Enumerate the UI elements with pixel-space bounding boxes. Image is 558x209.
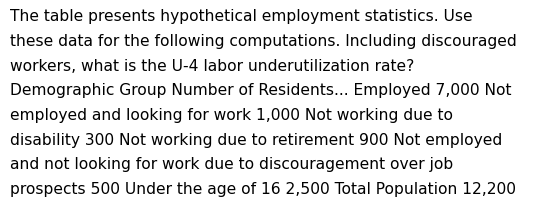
- Text: prospects 500 Under the age of 16 2,500 Total Population 12,200: prospects 500 Under the age of 16 2,500 …: [10, 182, 516, 197]
- Text: The table presents hypothetical employment statistics. Use: The table presents hypothetical employme…: [10, 9, 473, 24]
- Text: workers, what is the U-4 labor underutilization rate?: workers, what is the U-4 labor underutil…: [10, 59, 415, 74]
- Text: and not looking for work due to discouragement over job: and not looking for work due to discoura…: [10, 157, 453, 172]
- Text: these data for the following computations. Including discouraged: these data for the following computation…: [10, 34, 517, 49]
- Text: employed and looking for work 1,000 Not working due to: employed and looking for work 1,000 Not …: [10, 108, 453, 123]
- Text: Demographic Group Number of Residents... Employed 7,000 Not: Demographic Group Number of Residents...…: [10, 83, 512, 98]
- Text: disability 300 Not working due to retirement 900 Not employed: disability 300 Not working due to retire…: [10, 133, 502, 148]
